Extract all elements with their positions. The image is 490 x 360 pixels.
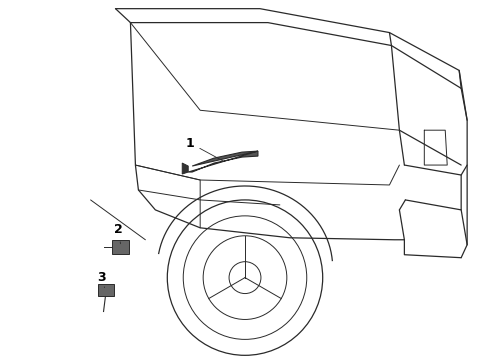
Text: 2: 2	[114, 223, 123, 244]
Text: 3: 3	[97, 271, 106, 288]
Polygon shape	[182, 163, 188, 174]
Bar	[98, 284, 114, 296]
Bar	[112, 240, 129, 254]
Text: 1: 1	[186, 137, 222, 161]
Polygon shape	[188, 151, 258, 172]
